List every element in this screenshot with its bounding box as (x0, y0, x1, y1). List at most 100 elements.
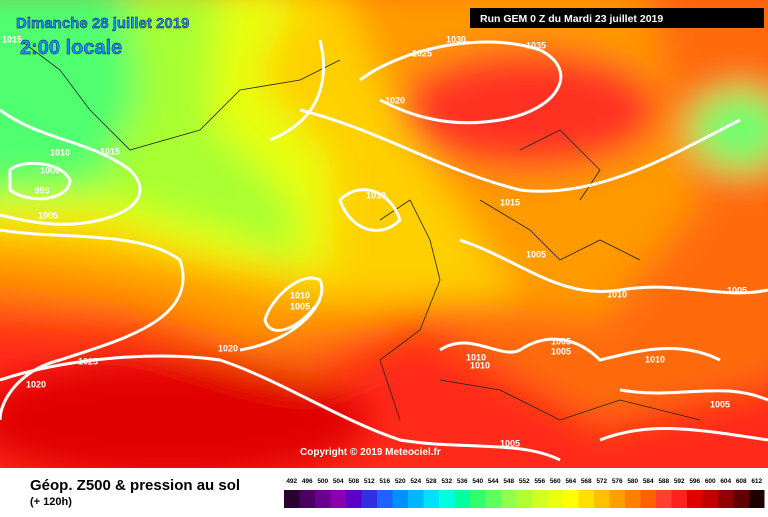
scale-label: 608 (736, 478, 747, 485)
scale-label: 500 (317, 478, 328, 485)
scale-label: 560 (550, 478, 561, 485)
scale-swatch (346, 490, 362, 508)
isobar-label: 1005 (710, 399, 730, 409)
scale-label: 540 (472, 478, 483, 485)
scale-swatch (454, 490, 470, 508)
map-time: 2:00 locale (20, 37, 122, 59)
scale-swatch (408, 490, 424, 508)
isobar-label: 1005 (551, 336, 571, 346)
scale-label: 552 (519, 478, 530, 485)
isobar (599, 388, 768, 442)
scale-label: 492 (286, 478, 297, 485)
scale-label: 520 (395, 478, 406, 485)
isobar-label: 1010 (290, 290, 310, 300)
scale-label: 508 (348, 478, 359, 485)
isobar-label: 1005 (290, 301, 310, 311)
scale-label: 600 (705, 478, 716, 485)
scale-swatch (547, 490, 563, 508)
lead-time: (+ 120h) (30, 496, 72, 508)
isobar (8, 161, 72, 201)
scale-label: 532 (441, 478, 452, 485)
scale-swatch (687, 490, 703, 508)
scale-label: 544 (488, 478, 499, 485)
scale-swatch (749, 490, 765, 508)
isobar (338, 188, 402, 232)
scale-label: 588 (658, 478, 669, 485)
scale-swatch (609, 490, 625, 508)
isobar (239, 39, 325, 352)
isobar (459, 238, 768, 295)
isobar-label: 1005 (38, 210, 58, 220)
scale-swatch (640, 490, 656, 508)
isobar (299, 108, 741, 193)
scale-swatch (361, 490, 377, 508)
isobar-label: 1015 (100, 146, 120, 156)
isobar-label: 1015 (2, 34, 22, 44)
isobar (0, 228, 185, 421)
isobar-label: 1010 (607, 289, 627, 299)
field (0, 0, 768, 468)
scale-swatch (563, 490, 579, 508)
isobar-label: 1010 (50, 147, 70, 157)
scale-label: 576 (612, 478, 623, 485)
scale-swatch (284, 490, 300, 508)
isobar (439, 337, 721, 362)
scale-label: 564 (565, 478, 576, 485)
scale-swatch (439, 490, 455, 508)
scale-label: 604 (720, 478, 731, 485)
scale-swatch (578, 490, 594, 508)
scale-label: 548 (503, 478, 514, 485)
scale-swatch (625, 490, 641, 508)
scale-label: 504 (333, 478, 344, 485)
scale-label: 584 (643, 478, 654, 485)
scale-swatch (501, 490, 517, 508)
scale-label: 612 (751, 478, 762, 485)
scale-swatch (516, 490, 532, 508)
map-title: Dimanche 28 juillet 2019 (16, 15, 189, 32)
isobar-label: 1005 (526, 249, 546, 259)
isobar (0, 108, 142, 226)
isobar-label: 1025 (412, 48, 432, 58)
scale-label: 596 (689, 478, 700, 485)
isobar (0, 354, 561, 462)
isobar-label: 1020 (385, 95, 405, 105)
isobar-label: 1000 (40, 165, 60, 175)
run-info: Run GEM 0 Z du Mardi 23 juillet 2019 (480, 13, 663, 25)
scale-label: 528 (426, 478, 437, 485)
scale-label: 592 (674, 478, 685, 485)
isobar-label: 1035 (526, 40, 546, 50)
isobar-label: 1025 (78, 356, 98, 366)
coastline (19, 39, 701, 421)
scale-label: 580 (627, 478, 638, 485)
scale-swatch (470, 490, 486, 508)
scale-swatch (702, 490, 718, 508)
isobar-label: 995 (34, 185, 49, 195)
scale-label: 536 (457, 478, 468, 485)
scale-swatch (594, 490, 610, 508)
scale-swatch (392, 490, 408, 508)
isobar-label: 1010 (645, 354, 665, 364)
scale-label: 572 (596, 478, 607, 485)
isobar-label: 1010 (470, 360, 490, 370)
isobar (359, 40, 563, 125)
scale-swatch (330, 490, 346, 508)
scale-swatch (733, 490, 749, 508)
run-box (470, 8, 764, 28)
scale-label: 496 (302, 478, 313, 485)
scale-swatch (532, 490, 548, 508)
scale-swatch (671, 490, 687, 508)
scale-swatch (299, 490, 315, 508)
isobar-label: 1005 (727, 285, 747, 295)
isobar-label: 1005 (500, 438, 520, 448)
scale-swatch (423, 490, 439, 508)
scale-label: 516 (379, 478, 390, 485)
isobar-label: 1005 (551, 346, 571, 356)
color-scale: 492 496 500 504 508 512 516 520 524 528 532 536 540 5… (284, 478, 765, 508)
isobar-label: 1015 (500, 197, 520, 207)
scale-swatch (485, 490, 501, 508)
isobar-label: 1010 (466, 352, 486, 362)
scale-swatch (656, 490, 672, 508)
scale-swatch (377, 490, 393, 508)
scale-label: 556 (534, 478, 545, 485)
